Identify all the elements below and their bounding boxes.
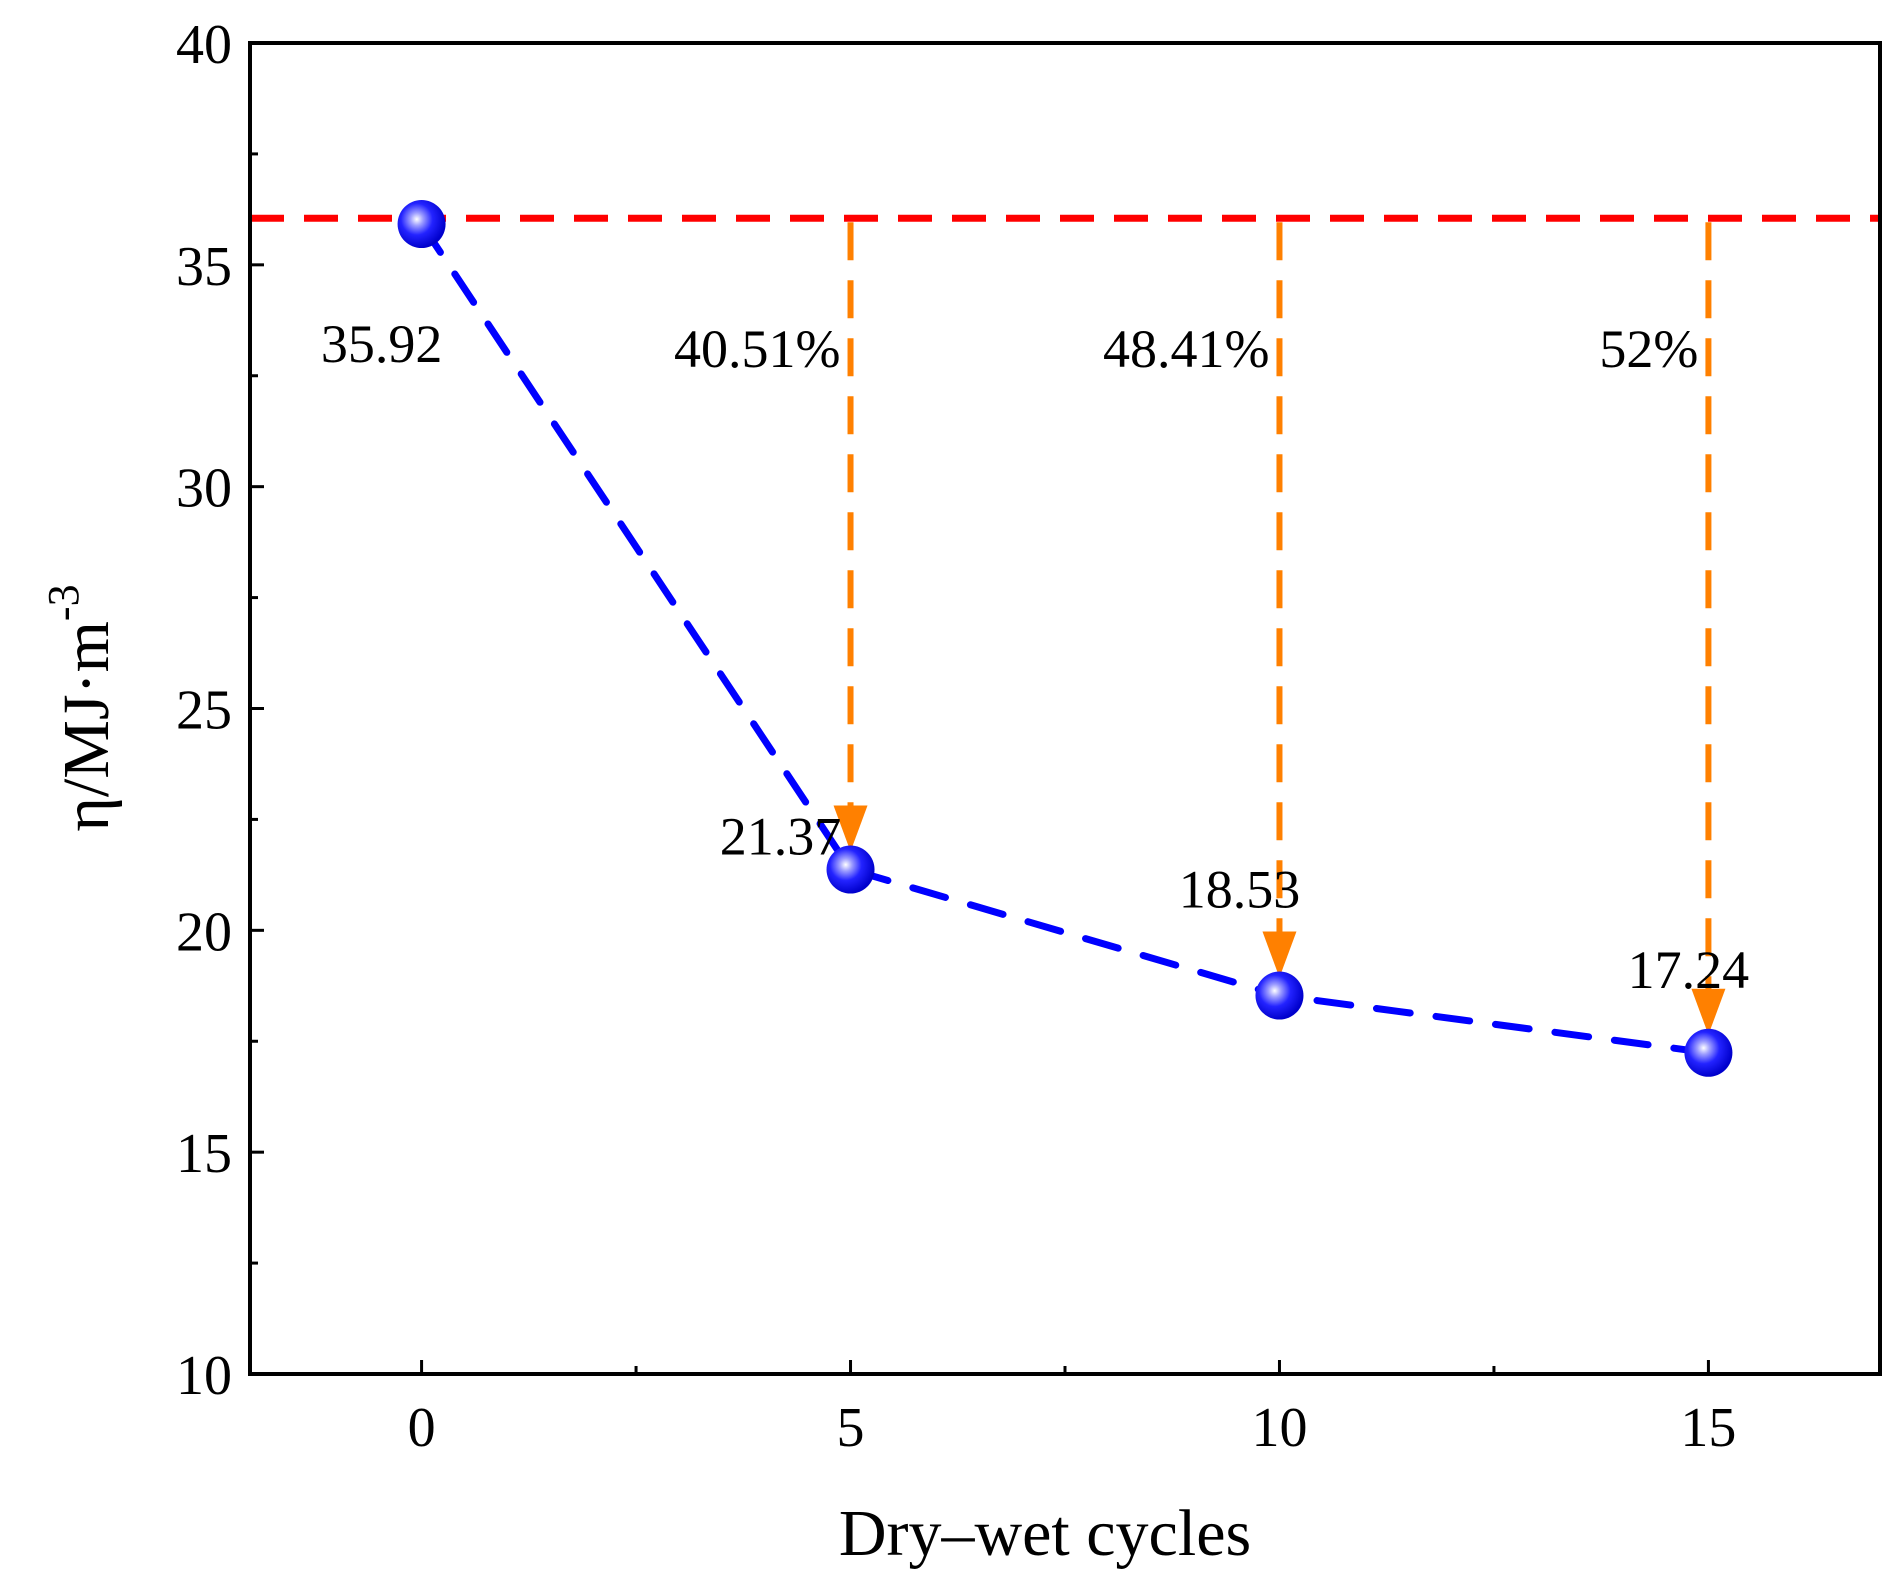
y-tick-label: 35 (176, 236, 232, 298)
data-point (1684, 1028, 1733, 1077)
y-axis-title-base: η/MJ·m (50, 621, 123, 832)
x-tick-label: 15 (1680, 1397, 1736, 1459)
x-axis-title: Dry–wet cycles (839, 1497, 1251, 1570)
series-line (418, 220, 1712, 1057)
series-layer (397, 200, 1733, 1077)
data-label: 17.24 (1628, 940, 1750, 1000)
arrow-layer (833, 222, 1726, 1035)
x-tick-label: 0 (408, 1397, 436, 1459)
y-tick-label: 30 (176, 458, 232, 520)
x-tick-label: 10 (1251, 1397, 1307, 1459)
arrow-head (1262, 931, 1297, 978)
data-point (397, 200, 446, 249)
data-label: 18.53 (1179, 860, 1301, 920)
reduction-label: 52% (1599, 319, 1698, 379)
data-label-layer: 40.51% 48.41% 52% 35.92 21.37 18.53 17.24 (321, 314, 1749, 1000)
y-tick-label: 20 (176, 901, 232, 963)
plot-area (250, 43, 1880, 1374)
reduction-label: 40.51% (674, 319, 840, 379)
axis-ticks: 0 5 10 15 10 15 20 25 30 35 40 (176, 14, 1736, 1459)
data-label: 21.37 (720, 807, 842, 867)
y-tick-label: 10 (176, 1345, 232, 1407)
y-tick-label: 25 (176, 680, 232, 742)
y-axis-title: η/MJ·m-3 (39, 584, 123, 831)
y-tick-label: 15 (176, 1123, 232, 1185)
arrow-head (1691, 988, 1726, 1035)
reduction-label: 48.41% (1103, 319, 1269, 379)
data-label: 35.92 (321, 314, 443, 374)
y-tick-label: 40 (176, 14, 232, 76)
data-point (1255, 971, 1304, 1020)
x-tick-label: 5 (837, 1397, 865, 1459)
arrow-head (833, 805, 868, 852)
y-axis-title-superscript: -3 (39, 584, 88, 621)
data-point (826, 845, 875, 894)
